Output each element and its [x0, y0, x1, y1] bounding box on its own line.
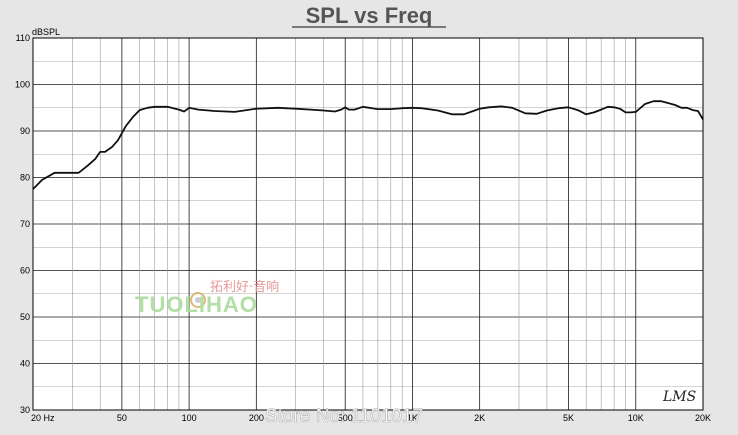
x-tick-label: 10K — [628, 413, 644, 423]
y-axis-unit-label: dBSPL — [32, 27, 60, 37]
watermark-chinese-text: 拓利好·音响 — [210, 279, 279, 295]
x-tick-label: 100 — [182, 413, 197, 423]
watermark-brand-text: TUOLIHAO — [135, 292, 258, 317]
y-tick-label: 40 — [20, 359, 30, 369]
x-tick-labels: 20 Hz 50 100 200 500 1K 2K 5K 10K 20K — [31, 413, 711, 423]
spl-curve — [32, 100, 704, 190]
watermark-logo-dot — [195, 297, 201, 303]
x-tick-label: 5K — [563, 413, 574, 423]
plot-border — [32, 37, 704, 411]
y-tick-label: 70 — [20, 219, 30, 229]
x-tick-label: 50 — [117, 413, 127, 423]
x-tick-label: 500 — [338, 413, 353, 423]
y-tick-label: 80 — [20, 173, 30, 183]
store-watermark-text: Store No: 1101017 — [265, 406, 423, 427]
x-tick-label: 1K — [407, 413, 418, 423]
y-tick-label: 100 — [15, 80, 30, 90]
chart-title: SPL vs Freq — [306, 3, 433, 28]
y-tick-label: 50 — [20, 312, 30, 322]
x-tick-label: 2K — [474, 413, 485, 423]
x-tick-label: 20K — [695, 413, 711, 423]
y-tick-label: 60 — [20, 266, 30, 276]
watermark: 拓利好·音响 TUOLIHAO — [135, 279, 279, 317]
y-tick-label: 110 — [16, 33, 30, 43]
lms-signature: LMS — [662, 389, 696, 405]
x-tick-label: 200 — [249, 413, 264, 423]
x-tick-label: 20 Hz — [31, 413, 55, 423]
y-tick-labels: 30 40 50 60 70 80 90 100 110 — [15, 33, 30, 415]
y-tick-label: 30 — [20, 405, 30, 415]
y-tick-label: 90 — [20, 126, 30, 136]
watermark-logo-icon — [190, 292, 206, 308]
